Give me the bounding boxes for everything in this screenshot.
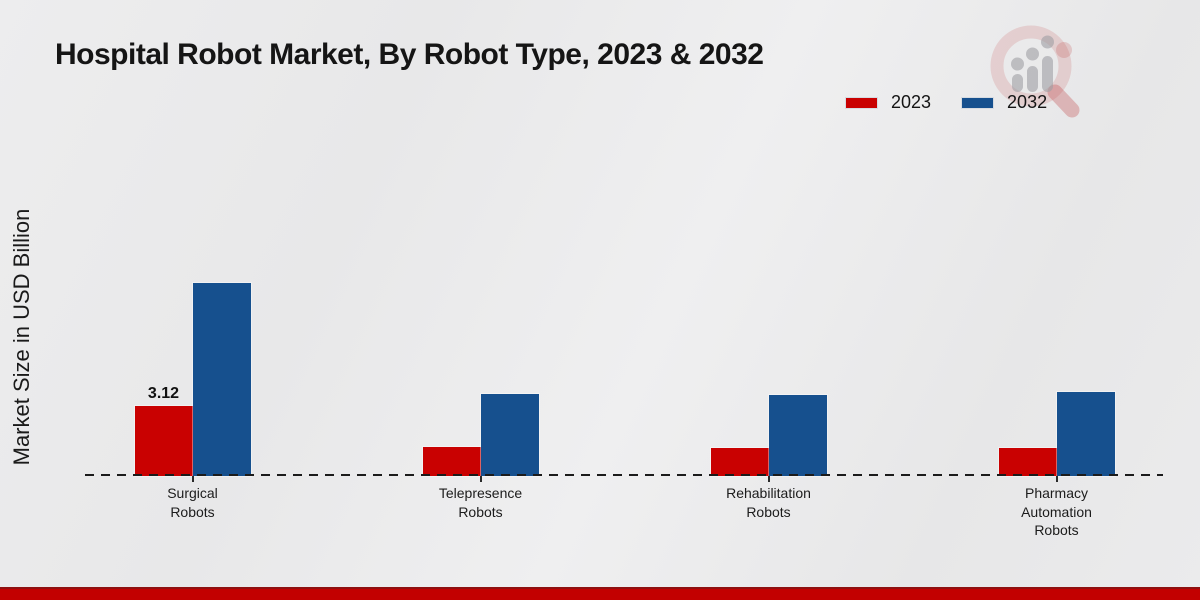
footer-accent-bar <box>0 587 1200 600</box>
x-tick-surgical-robots <box>191 476 194 482</box>
market-research-future-logo-icon <box>990 25 1080 118</box>
bar-value-label-2023-surgical-robots: 3.12 <box>147 385 180 402</box>
bar-2032-pharmacy-automation-robots <box>1056 392 1115 476</box>
x-category-label-rehabilitation-robots: Rehabilitation Robots <box>726 485 811 520</box>
bar-2032-rehabilitation-robots <box>768 395 827 476</box>
x-axis-baseline <box>85 474 1163 476</box>
legend: 2023 2032 <box>845 92 1047 113</box>
bar-2023-pharmacy-automation-robots <box>998 448 1057 476</box>
x-category-label-surgical-robots: Surgical Robots <box>167 485 218 520</box>
bar-2032-telepresence-robots <box>480 394 539 476</box>
x-tick-rehabilitation-robots <box>767 476 770 482</box>
legend-swatch-2032 <box>961 96 995 109</box>
bar-2032-surgical-robots <box>192 283 251 476</box>
bar-2023-surgical-robots <box>134 406 193 476</box>
x-tick-pharmacy-automation-robots <box>1055 476 1058 482</box>
legend-label-2023: 2023 <box>891 92 932 112</box>
x-tick-telepresence-robots <box>479 476 482 482</box>
bar-2023-telepresence-robots <box>422 447 481 476</box>
chart-title: Hospital Robot Market, By Robot Type, 20… <box>55 38 764 71</box>
bar-2023-rehabilitation-robots <box>710 448 769 476</box>
legend-item-2023: 2023 <box>845 92 931 113</box>
x-category-label-telepresence-robots: Telepresence Robots <box>438 485 523 520</box>
legend-swatch-2023 <box>845 96 878 109</box>
legend-label-2032: 2032 <box>1007 92 1048 112</box>
legend-item-2032: 2032 <box>961 92 1047 113</box>
y-axis-label: Market Size in USD Billion <box>9 208 34 466</box>
x-category-label-pharmacy-automation-robots: Pharmacy Automation Robots <box>1021 485 1092 538</box>
